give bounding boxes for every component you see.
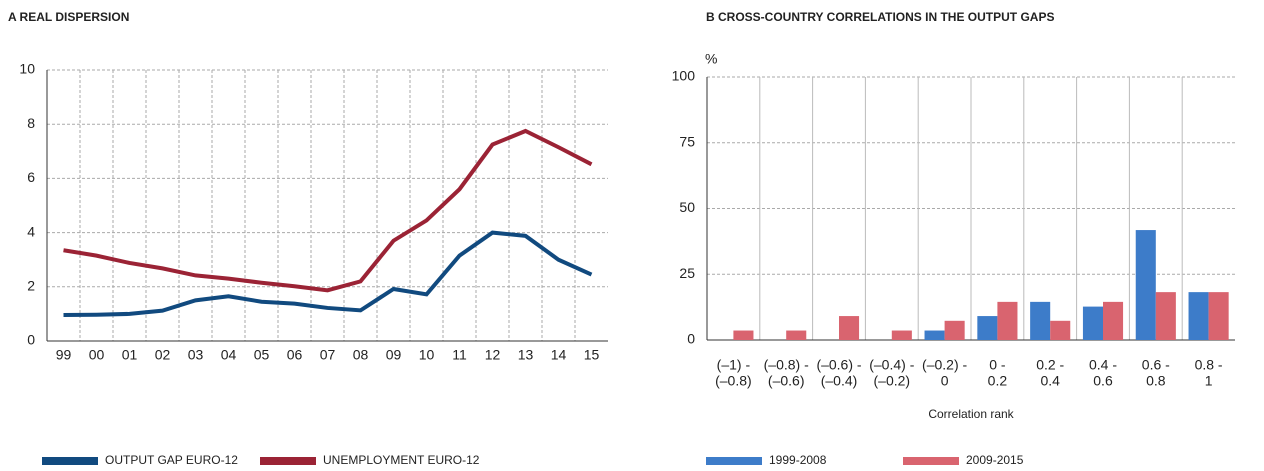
x-tick-label: 0.4 <box>1040 373 1060 389</box>
x-tick-label: 09 <box>386 347 402 363</box>
bar <box>1030 301 1051 340</box>
y-tick-label: 10 <box>19 61 35 77</box>
y-tick-label: 8 <box>27 115 35 131</box>
y-tick-label: 6 <box>27 169 35 185</box>
x-tick-label: (–0.4) <box>821 373 858 389</box>
x-tick-label: (–1) - <box>717 357 751 373</box>
x-tick-label: 0.2 <box>988 373 1008 389</box>
x-tick-label: 1 <box>1205 373 1213 389</box>
legend-swatch <box>42 457 98 465</box>
bar <box>1188 292 1209 340</box>
x-tick-label: 0.4 - <box>1089 357 1117 373</box>
x-tick-label: 0.8 - <box>1195 357 1223 373</box>
x-tick-label: 0.2 - <box>1036 357 1064 373</box>
bar <box>924 330 945 340</box>
x-axis-label: Correlation rank <box>928 407 1014 421</box>
x-tick-label: 01 <box>122 347 138 363</box>
line-series <box>63 230 593 317</box>
bar <box>977 316 998 340</box>
legend-label: 1999-2008 <box>769 453 827 466</box>
y-tick-label: 100 <box>672 68 696 84</box>
x-tick-label: 06 <box>287 347 303 363</box>
bar <box>1103 301 1124 340</box>
bar <box>1050 320 1071 340</box>
bar <box>944 320 965 340</box>
y-tick-label: 50 <box>679 199 695 215</box>
x-tick-label: (–0.6) - <box>816 357 861 373</box>
x-tick-label: 0 - <box>989 357 1006 373</box>
x-tick-label: 15 <box>584 347 600 363</box>
x-tick-label: (–0.4) - <box>869 357 914 373</box>
legend-label: OUTPUT GAP EURO-12 <box>105 453 238 466</box>
x-tick-label: 12 <box>485 347 501 363</box>
x-tick-label: 05 <box>254 347 270 363</box>
bar <box>891 330 912 340</box>
x-tick-label: (–0.2) <box>874 373 911 389</box>
x-tick-label: 0.6 <box>1093 373 1113 389</box>
x-tick-label: (–0.2) - <box>922 357 967 373</box>
y-tick-label: 0 <box>687 331 695 347</box>
x-tick-label: 14 <box>551 347 567 363</box>
y-tick-label: 75 <box>679 133 695 149</box>
chart-title: A REAL DISPERSION <box>8 10 129 24</box>
x-tick-label: 00 <box>89 347 105 363</box>
bar <box>1082 306 1103 340</box>
x-tick-label: 0 <box>941 373 949 389</box>
y-axis-label: % <box>705 51 717 67</box>
legend-swatch <box>706 457 762 465</box>
bar <box>786 330 807 340</box>
x-tick-label: 02 <box>155 347 171 363</box>
x-tick-label: 0.8 <box>1146 373 1166 389</box>
line-series <box>63 128 593 293</box>
x-tick-label: 11 <box>452 347 467 363</box>
legend-swatch <box>903 457 959 465</box>
x-tick-label: (–0.8) <box>715 373 752 389</box>
x-tick-label: 13 <box>518 347 534 363</box>
bar <box>839 316 860 340</box>
legend-swatch <box>260 457 316 465</box>
x-tick-label: 99 <box>56 347 72 363</box>
x-tick-label: 0.6 - <box>1142 357 1170 373</box>
x-tick-label: 07 <box>320 347 336 363</box>
bar <box>1135 230 1156 340</box>
x-tick-label: (–0.8) - <box>764 357 809 373</box>
x-tick-label: 04 <box>221 347 237 363</box>
y-tick-label: 4 <box>27 223 35 239</box>
legend-label: 2009-2015 <box>966 453 1024 466</box>
bar <box>997 301 1018 340</box>
legend-label: UNEMPLOYMENT EURO-12 <box>323 453 480 466</box>
x-tick-label: 08 <box>353 347 369 363</box>
x-tick-label: (–0.6) <box>768 373 805 389</box>
bar <box>1208 292 1229 340</box>
y-tick-label: 2 <box>27 278 35 294</box>
y-tick-label: 0 <box>27 332 35 348</box>
chart-title: B CROSS-COUNTRY CORRELATIONS IN THE OUTP… <box>706 10 1054 24</box>
y-tick-label: 25 <box>679 265 695 281</box>
x-tick-label: 10 <box>419 347 435 363</box>
bar <box>733 330 754 340</box>
x-tick-label: 03 <box>188 347 204 363</box>
bar <box>1155 292 1176 340</box>
